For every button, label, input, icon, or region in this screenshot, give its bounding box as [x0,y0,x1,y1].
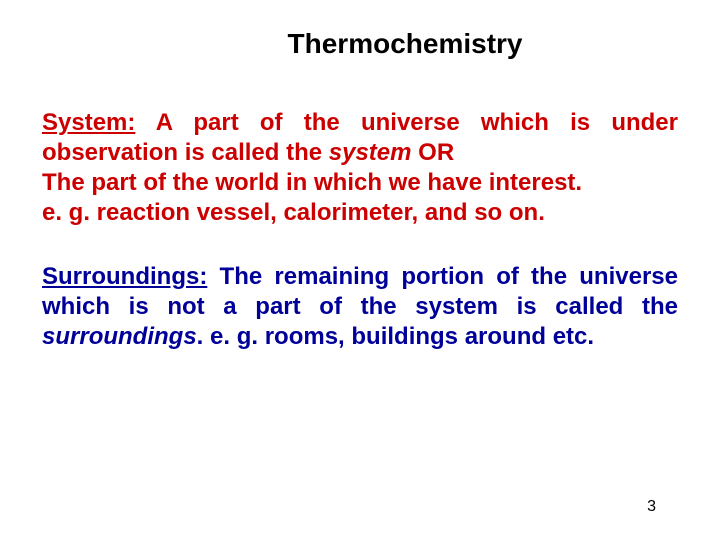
page-number: 3 [647,498,656,516]
page-title: Thermochemistry [132,28,678,60]
paragraph-surroundings: Surroundings: The remaining portion of t… [42,262,678,352]
term-surroundings: Surroundings: [42,263,207,290]
system-italic1: system [329,139,412,166]
system-body2: OR [412,139,455,166]
surroundings-body2: . e. g. rooms, buildings around etc. [197,323,594,350]
term-system: System: [42,109,135,136]
paragraph-system: System: A part of the universe which is … [42,108,678,228]
surroundings-italic1: surroundings [42,323,197,350]
system-line2: The part of the world in which we have i… [42,169,582,196]
system-line3: e. g. reaction vessel, calorimeter, and … [42,199,545,226]
slide-container: Thermochemistry System: A part of the un… [0,0,720,540]
